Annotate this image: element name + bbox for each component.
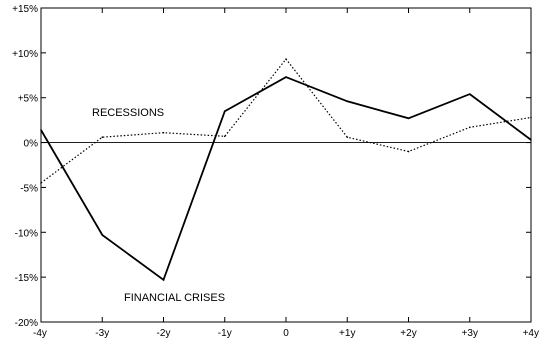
x-tick-label: -1y	[218, 328, 232, 339]
data-point	[346, 100, 349, 103]
x-tick-label: -3y	[95, 328, 109, 339]
data-point	[101, 136, 104, 138]
y-tick-label: 0%	[24, 139, 39, 150]
y-tick-label: -10%	[15, 228, 38, 239]
plot-frame	[40, 7, 532, 323]
data-point	[101, 234, 104, 236]
data-point	[285, 76, 287, 78]
x-tick-label: 0	[283, 328, 289, 339]
data-point	[468, 126, 471, 129]
series-label-financial-crises: FINANCIAL CRISES	[124, 292, 225, 304]
data-point	[162, 279, 165, 281]
y-tick-label: +10%	[12, 49, 38, 60]
data-point	[285, 58, 287, 60]
y-tick-label: -5%	[20, 183, 38, 194]
data-point	[162, 131, 165, 134]
data-point	[40, 182, 42, 184]
x-tick-label: -4y	[33, 328, 47, 339]
data-point	[223, 110, 226, 112]
y-tick-label: -20%	[15, 318, 38, 329]
x-tick-label: +4y	[523, 328, 539, 339]
y-tick-label: -15%	[15, 273, 38, 284]
data-point	[530, 139, 532, 141]
y-tick-label: +15%	[12, 4, 38, 15]
x-tick-label: +1y	[339, 328, 355, 339]
data-point	[40, 129, 42, 131]
x-tick-label: -2y	[157, 328, 171, 339]
series-label-recessions: RECESSIONS	[92, 107, 164, 119]
data-point	[346, 136, 349, 138]
data-point	[407, 117, 410, 120]
y-tick-label: +5%	[18, 94, 38, 105]
data-point	[407, 150, 410, 153]
x-tick-label: +3y	[462, 328, 478, 339]
data-point	[223, 135, 226, 138]
data-point	[530, 116, 532, 119]
data-point	[468, 93, 471, 95]
x-tick-label: +2y	[400, 328, 416, 339]
